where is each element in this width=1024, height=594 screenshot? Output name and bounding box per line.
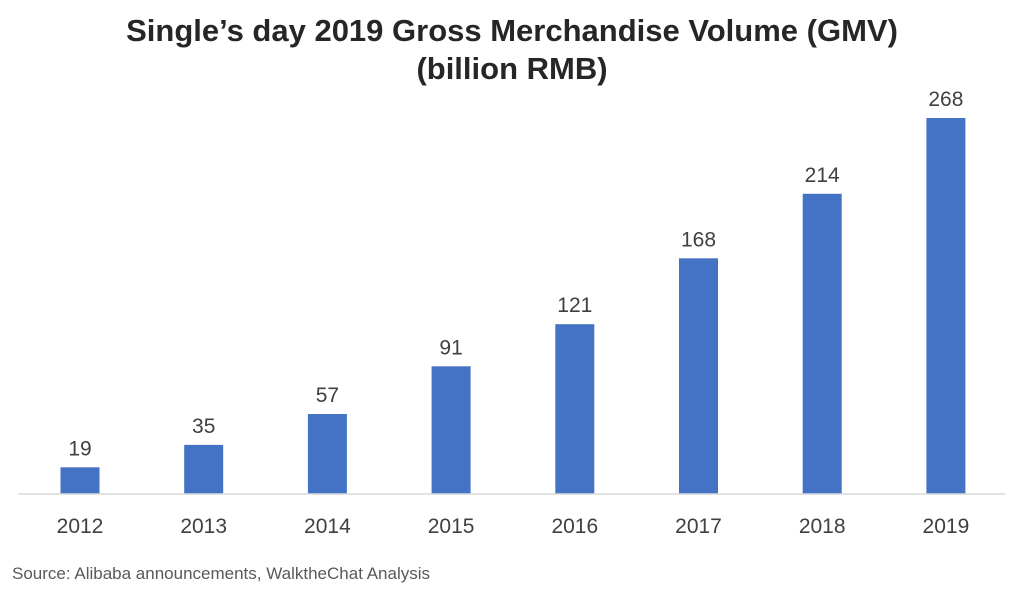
bars-layer [60, 118, 966, 495]
bar-2018 [802, 193, 842, 495]
bar-2015 [431, 366, 471, 494]
x-tick-label-2018: 2018 [799, 515, 846, 538]
data-label-2018: 214 [805, 164, 840, 187]
x-tick-label-2017: 2017 [675, 515, 722, 538]
value-labels-layer: 19 35 57 91 121 168 214 268 [68, 88, 963, 460]
bar-2019 [926, 118, 966, 494]
bar-2013 [184, 444, 224, 494]
x-tick-label-2013: 2013 [180, 515, 227, 538]
data-label-2016: 121 [557, 294, 592, 317]
data-label-2019: 268 [928, 88, 963, 111]
source-note: Source: Alibaba announcements, WalktheCh… [12, 564, 431, 583]
bar-2012 [60, 467, 100, 494]
data-label-2015: 91 [439, 336, 462, 359]
tick-labels-layer: 2012 2013 2014 2015 2016 2017 2018 2019 [57, 515, 970, 538]
data-label-2012: 19 [68, 437, 91, 460]
bar-2014 [307, 414, 347, 494]
chart-title-line-2: (billion RMB) [416, 51, 608, 86]
data-label-2017: 168 [681, 228, 716, 251]
x-tick-label-2012: 2012 [57, 515, 104, 538]
chart-title-line-1: Single’s day 2019 Gross Merchandise Volu… [126, 13, 898, 48]
chart-title: Single’s day 2019 Gross Merchandise Volu… [0, 12, 1024, 88]
x-tick-label-2015: 2015 [428, 515, 475, 538]
x-tick-label-2019: 2019 [923, 515, 970, 538]
data-label-2014: 57 [316, 384, 339, 407]
bar-2016 [555, 324, 595, 494]
x-tick-label-2014: 2014 [304, 515, 351, 538]
bar-2017 [679, 258, 718, 494]
x-tick-label-2016: 2016 [551, 515, 598, 538]
data-label-2013: 35 [192, 415, 215, 438]
